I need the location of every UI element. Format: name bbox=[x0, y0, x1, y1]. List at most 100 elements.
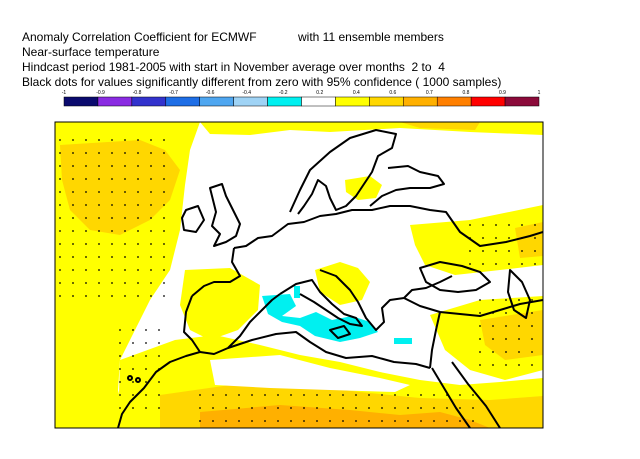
significance-dot bbox=[150, 165, 152, 167]
significance-dot bbox=[482, 237, 484, 239]
significance-dot bbox=[85, 295, 87, 297]
significance-dot bbox=[508, 263, 510, 265]
significance-dot bbox=[212, 394, 214, 396]
significance-dot bbox=[137, 152, 139, 154]
field-scandinavia bbox=[345, 176, 382, 200]
significance-dot bbox=[163, 269, 165, 271]
significance-dot bbox=[158, 355, 160, 357]
coast-sicily bbox=[329, 325, 351, 339]
significance-dot bbox=[119, 407, 121, 409]
significance-dot bbox=[163, 230, 165, 232]
title-line-4: Black dots for values significantly diff… bbox=[22, 75, 502, 89]
coast-great-britain bbox=[209, 183, 241, 247]
significance-dot bbox=[72, 152, 74, 154]
significance-dot bbox=[469, 224, 471, 226]
significance-dot bbox=[145, 329, 147, 331]
significance-dot bbox=[163, 256, 165, 258]
significance-dot bbox=[72, 178, 74, 180]
significance-dot bbox=[355, 407, 357, 409]
significance-dot bbox=[119, 368, 121, 370]
significance-dot bbox=[158, 342, 160, 344]
significance-dot bbox=[251, 420, 253, 422]
significance-dot bbox=[137, 178, 139, 180]
significance-dot bbox=[72, 256, 74, 258]
legend-tick-label: -0.9 bbox=[96, 90, 105, 96]
significance-dot bbox=[137, 139, 139, 141]
significance-dot bbox=[119, 381, 121, 383]
significance-dot bbox=[124, 243, 126, 245]
significance-dot bbox=[381, 420, 383, 422]
legend-tick-label: -0.4 bbox=[242, 90, 251, 96]
significance-dot bbox=[472, 420, 474, 422]
significance-dot bbox=[98, 282, 100, 284]
significance-dot bbox=[98, 243, 100, 245]
significance-dot bbox=[85, 243, 87, 245]
significance-dot bbox=[508, 237, 510, 239]
significance-dot bbox=[137, 204, 139, 206]
field-cyprus-negative bbox=[394, 338, 412, 344]
significance-dot bbox=[163, 243, 165, 245]
significance-dot bbox=[150, 243, 152, 245]
significance-dot bbox=[492, 351, 494, 353]
color-legend: -1 -0.9 -0.8 -0.7 -0.6 -0.4 -0.2 0.2 0.4 0.6 0.7 0.… bbox=[62, 90, 541, 107]
significance-dot bbox=[158, 407, 160, 409]
significance-dot bbox=[534, 250, 536, 252]
significance-dot bbox=[225, 420, 227, 422]
significance-dot bbox=[137, 230, 139, 232]
significance-dot bbox=[531, 312, 533, 314]
significance-dot bbox=[132, 407, 134, 409]
significance-dot bbox=[150, 282, 152, 284]
significance-dot bbox=[85, 282, 87, 284]
significance-dot bbox=[119, 342, 121, 344]
legend-tick-label: 0.4 bbox=[353, 90, 360, 96]
significance-dot bbox=[59, 165, 61, 167]
significance-dot bbox=[420, 407, 422, 409]
significance-dot bbox=[98, 152, 100, 154]
coast-europe-west bbox=[233, 205, 543, 249]
significance-dot bbox=[98, 295, 100, 297]
significance-dot bbox=[132, 329, 134, 331]
significance-dot bbox=[137, 282, 139, 284]
significance-dot bbox=[290, 407, 292, 409]
field-mediterranean-negative bbox=[262, 294, 378, 342]
significance-dot bbox=[521, 224, 523, 226]
significance-dot bbox=[111, 269, 113, 271]
significance-dot bbox=[163, 178, 165, 180]
significance-dot bbox=[446, 407, 448, 409]
significance-dot bbox=[531, 325, 533, 327]
significance-dot bbox=[72, 282, 74, 284]
significance-dot bbox=[132, 355, 134, 357]
legend-tick-label: -0.7 bbox=[169, 90, 178, 96]
coast-canary-2 bbox=[135, 377, 141, 383]
significance-dot bbox=[59, 217, 61, 219]
significance-dot bbox=[505, 338, 507, 340]
significance-dot bbox=[163, 139, 165, 141]
significance-dot bbox=[277, 420, 279, 422]
significance-dot bbox=[98, 230, 100, 232]
significance-dot bbox=[277, 407, 279, 409]
significance-dot bbox=[264, 420, 266, 422]
significance-dot bbox=[111, 152, 113, 154]
significance-dot bbox=[521, 237, 523, 239]
significance-dot bbox=[145, 394, 147, 396]
significance-dot bbox=[72, 191, 74, 193]
significance-dot bbox=[59, 295, 61, 297]
significance-dot bbox=[137, 269, 139, 271]
legend-tick-label: 0.9 bbox=[499, 90, 506, 96]
significance-dot bbox=[492, 299, 494, 301]
significance-dot bbox=[329, 394, 331, 396]
significance-dot bbox=[158, 329, 160, 331]
significance-dot bbox=[199, 394, 201, 396]
significance-dot bbox=[303, 420, 305, 422]
significance-dot bbox=[479, 338, 481, 340]
significance-dot bbox=[505, 299, 507, 301]
significance-dot bbox=[238, 407, 240, 409]
significance-dot bbox=[111, 139, 113, 141]
significance-dot bbox=[85, 204, 87, 206]
significance-dot bbox=[277, 394, 279, 396]
significance-dot bbox=[111, 217, 113, 219]
significance-dot bbox=[59, 230, 61, 232]
significance-dot bbox=[150, 295, 152, 297]
significance-dot bbox=[459, 420, 461, 422]
significance-dot bbox=[98, 191, 100, 193]
